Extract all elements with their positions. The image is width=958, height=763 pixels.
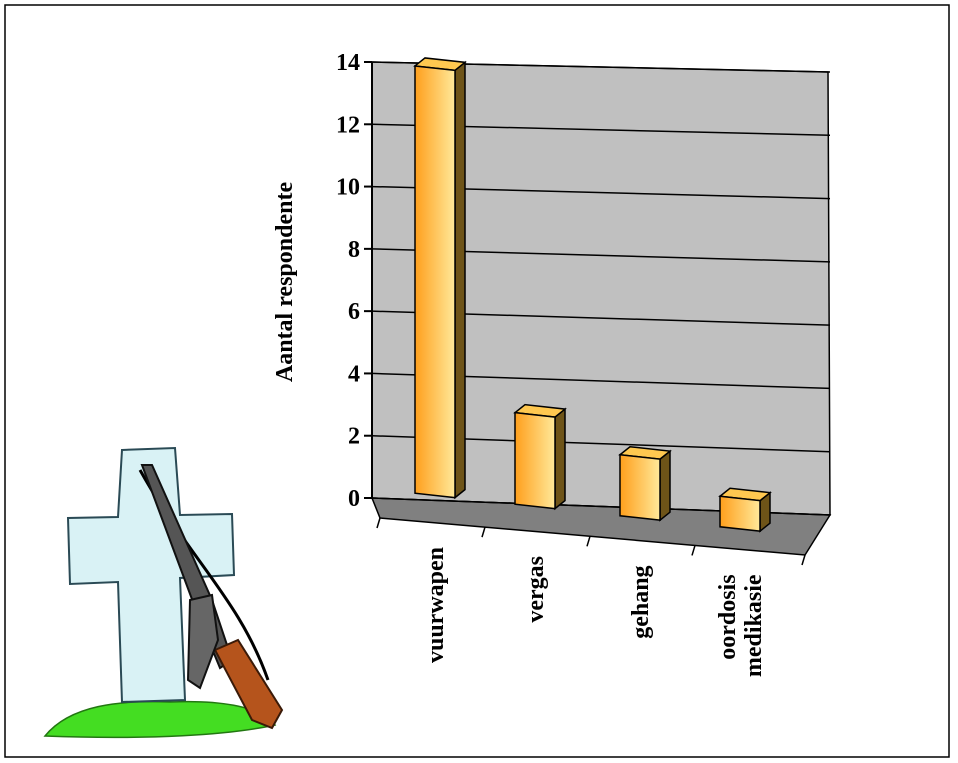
bar: [619, 453, 661, 522]
y-tick-label: 2: [348, 424, 360, 450]
clipart: [43, 446, 284, 739]
x-tick-label: vuurwapen: [423, 547, 449, 663]
bar-side: [554, 407, 566, 511]
x-tick-label: oordosismedikasie: [715, 574, 767, 677]
x-tick-label: vergas: [523, 556, 549, 623]
y-tick-label: 6: [348, 299, 360, 325]
bar-side: [659, 449, 671, 522]
x-tick: [691, 545, 696, 556]
bar: [414, 65, 456, 499]
gun-stock: [213, 638, 284, 730]
y-tick-label: 0: [348, 486, 360, 512]
bar: [514, 411, 556, 510]
x-tick: [801, 554, 806, 566]
y-tick-label: 12: [336, 112, 360, 138]
x-tick-label: gehang: [628, 565, 654, 638]
y-axis-label: Aantal respondente: [272, 182, 298, 383]
y-tick-label: 4: [348, 361, 360, 387]
x-tick: [376, 517, 381, 529]
bar-side: [454, 60, 466, 500]
cross: [66, 446, 236, 704]
gun-body: [186, 593, 220, 690]
bar: [719, 495, 761, 533]
y-tick-label: 10: [336, 175, 360, 201]
y-tick-label: 14: [336, 50, 360, 76]
x-tick: [481, 526, 486, 538]
x-tick: [586, 536, 591, 547]
y-tick-label: 8: [348, 237, 360, 263]
